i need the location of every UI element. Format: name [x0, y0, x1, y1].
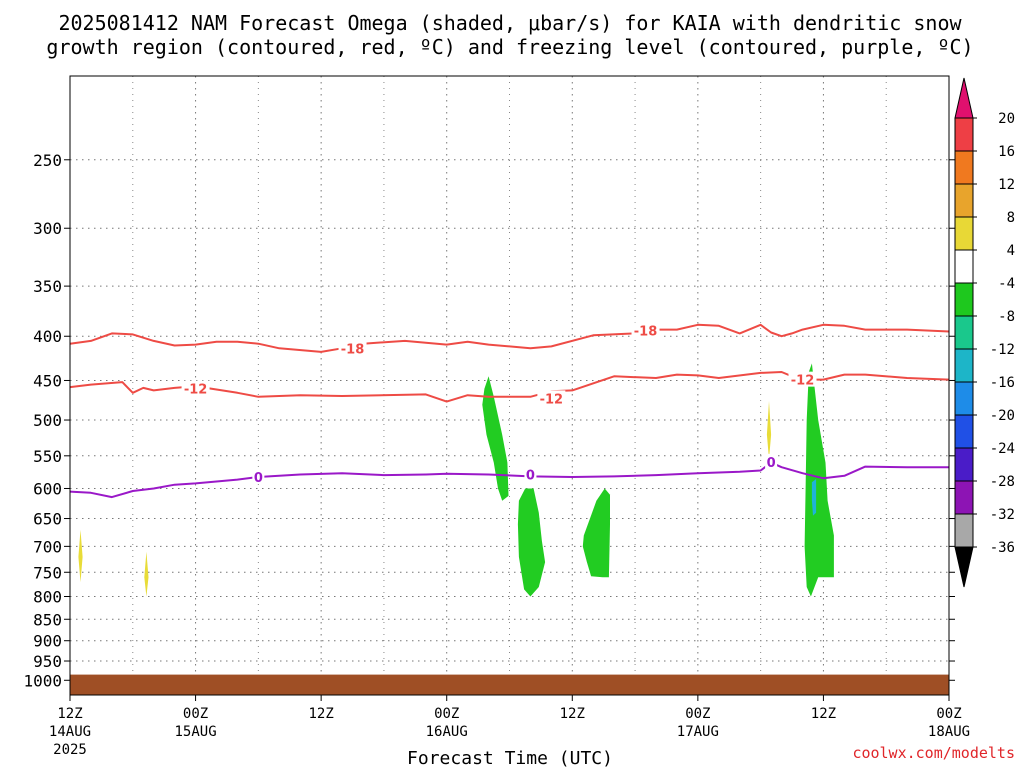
- contour-line-m18: [69, 323, 950, 353]
- temperature-contours: -18 -18 -12 -12 -12 0 0 0: [69, 322, 950, 499]
- contour-label-m12-1: -12: [540, 392, 564, 407]
- y-tick-label-800: 800: [33, 587, 62, 606]
- x-tick-date-84: 18AUG: [928, 724, 970, 740]
- x-tick-date-60: 17AUG: [677, 724, 719, 740]
- colorbar-segment-5: [954, 282, 974, 317]
- colorbar-segment-6: [954, 315, 974, 350]
- omega-region-4: [811, 479, 817, 516]
- colorbar-segment-1: [954, 150, 974, 185]
- y-tick-label-550: 550: [33, 447, 62, 466]
- y-tick-label-400: 400: [33, 327, 62, 346]
- colorbar-label-6: -8: [998, 309, 1015, 325]
- x-tick-label-72: 12Z: [811, 706, 836, 722]
- contour-label-bg-m18-1: [631, 322, 660, 338]
- x-axis: 12Z 14AUG 2025 00Z 15AUG 12Z 00Z 16AUG 12Z 00Z 17A…: [49, 695, 970, 758]
- colorbar-label-5: -4: [998, 276, 1015, 292]
- contour-label-bg-0-2: [765, 453, 778, 469]
- colorbar-label-9: -20: [990, 408, 1015, 424]
- contour-label-bg-m18-0: [338, 340, 367, 356]
- x-tick-label-48: 12Z: [560, 706, 585, 722]
- contour-line-0: [69, 461, 949, 499]
- contour-label-m18-0: -18: [341, 342, 365, 357]
- omega-region-2: [582, 488, 610, 578]
- colorbar-label-1: 16: [998, 144, 1015, 160]
- omega-region-0: [482, 376, 509, 501]
- y-tick-label-300: 300: [33, 219, 62, 238]
- y-tick-label-350: 350: [33, 277, 62, 296]
- colorbar-segment-11: [954, 480, 974, 515]
- colorbar-bottom-arrow: [954, 546, 974, 588]
- credit-text: coolwx.com/modelts: [852, 744, 1015, 762]
- colorbar-segment-4: [954, 249, 974, 284]
- contour-label-bg-0-1: [524, 466, 537, 482]
- x-tick-date-0: 14AUG: [49, 724, 91, 740]
- colorbar-label-11: -28: [990, 474, 1015, 490]
- contour-label-bg-m12-0: [181, 380, 210, 396]
- colorbar-segment-8: [954, 381, 974, 416]
- x-tick-date-36: 16AUG: [426, 724, 468, 740]
- y-tick-label-500: 500: [33, 411, 62, 430]
- y-tick-label-450: 450: [33, 371, 62, 390]
- x-tick-label-24: 12Z: [308, 706, 333, 722]
- y-tick-label-700: 700: [33, 537, 62, 556]
- colorbar-label-3: 8: [1007, 210, 1015, 226]
- omega-region-5: [78, 529, 83, 583]
- omega-region-1: [517, 488, 546, 597]
- ground-surface: [70, 674, 949, 695]
- y-tick-label-250: 250: [33, 151, 62, 170]
- contour-label-m12-0: -12: [184, 383, 208, 398]
- colorbar-label-13: -36: [990, 540, 1015, 556]
- colorbar-label-12: -32: [990, 507, 1015, 523]
- contour-label-m18-1: -18: [634, 325, 658, 340]
- colorbar-segment-7: [954, 348, 974, 383]
- colorbar-segment-2: [954, 183, 974, 218]
- chart-title: 2025081412 NAM Forecast Omega (shaded, μ…: [46, 11, 973, 59]
- x-tick-label-84: 00Z: [936, 706, 961, 722]
- x-tick-year-0: 2025: [53, 742, 87, 758]
- colorbar-label-8: -16: [990, 375, 1015, 391]
- omega-region-7: [766, 400, 772, 460]
- contour-label-0-0: 0: [254, 471, 263, 486]
- title-line-1: 2025081412 NAM Forecast Omega (shaded, μ…: [58, 11, 962, 35]
- x-axis-title: Forecast Time (UTC): [407, 748, 613, 768]
- y-tick-label-650: 650: [33, 510, 62, 529]
- x-tick-label-0: 12Z: [57, 706, 82, 722]
- y-tick-label-900: 900: [33, 632, 62, 651]
- colorbar-segment-9: [954, 414, 974, 449]
- colorbar: 20 16 12 8 4 -4 -8 -12 -16 -20 -24 -28 -32 -36: [954, 77, 1015, 588]
- contour-label-0-1: 0: [526, 468, 535, 483]
- y-tick-label-950: 950: [33, 652, 62, 671]
- colorbar-segment-10: [954, 447, 974, 482]
- x-tick-label-60: 00Z: [685, 706, 710, 722]
- contour-label-0-2: 0: [767, 456, 776, 471]
- omega-region-6: [144, 551, 149, 597]
- contour-label-bg-m12-2: [788, 371, 817, 387]
- colorbar-top-arrow: [954, 77, 974, 119]
- colorbar-label-10: -24: [990, 441, 1015, 457]
- colorbar-segment-12: [954, 513, 974, 548]
- colorbar-segment-3: [954, 216, 974, 251]
- x-tick-date-12: 15AUG: [174, 724, 216, 740]
- contour-label-bg-m12-1: [537, 390, 566, 406]
- omega-shading: [78, 363, 834, 597]
- ground-fill: [70, 674, 949, 695]
- y-tick-label-850: 850: [33, 610, 62, 629]
- y-tick-label-600: 600: [33, 479, 62, 498]
- y-axis: 250 300 350 400 450 500 550 600 650 700 750 800 850 9…: [23, 151, 955, 690]
- omega-region-3: [804, 363, 834, 597]
- colorbar-segment-0: [954, 117, 974, 152]
- colorbar-label-2: 12: [998, 177, 1015, 193]
- colorbar-label-0: 20: [998, 111, 1015, 127]
- title-line-2: growth region (contoured, red, ºC) and f…: [46, 35, 973, 59]
- colorbar-label-7: -12: [990, 342, 1015, 358]
- contour-label-m12-2: -12: [791, 374, 815, 389]
- contour-label-bg-0-0: [252, 469, 265, 485]
- y-tick-label-1000: 1000: [23, 671, 62, 690]
- x-tick-label-12: 00Z: [183, 706, 208, 722]
- colorbar-label-4: 4: [1007, 243, 1015, 259]
- x-tick-label-36: 00Z: [434, 706, 459, 722]
- y-tick-label-750: 750: [33, 563, 62, 582]
- plot-frame: [69, 75, 950, 696]
